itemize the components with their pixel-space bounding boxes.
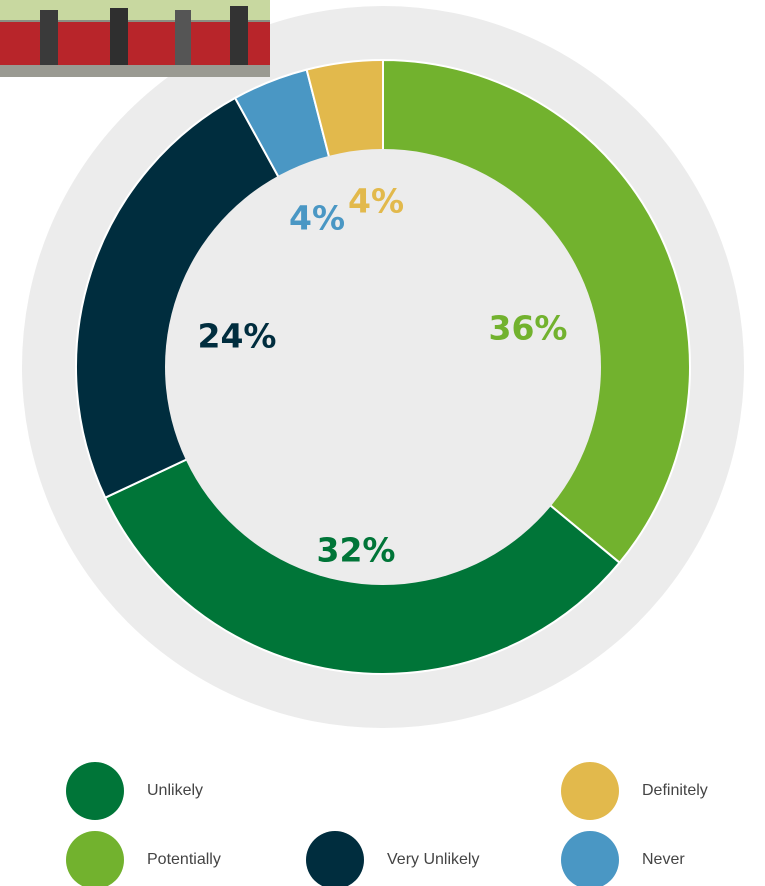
page: 36% 32% 24% 4%4% Potentially Unlikely Very Un… bbox=[0, 0, 765, 886]
legend-label: Potentially bbox=[147, 851, 221, 868]
percentage-label: 36% bbox=[489, 309, 568, 348]
legend-label: Never bbox=[642, 851, 685, 868]
percentage-label: 32% bbox=[317, 531, 396, 570]
photo-thumbnail bbox=[0, 0, 270, 77]
legend-swatch bbox=[561, 831, 619, 886]
legend-label: Unlikely bbox=[147, 782, 203, 799]
legend-label: Definitely bbox=[642, 782, 708, 799]
legend-swatch bbox=[66, 762, 124, 820]
legend-swatch bbox=[561, 762, 619, 820]
percentage-label: 24% bbox=[198, 317, 277, 356]
percentage-label: 4% bbox=[289, 199, 345, 238]
legend-label: Very Unlikely bbox=[387, 851, 479, 868]
percentage-label: 4% bbox=[348, 182, 404, 221]
legend-swatch bbox=[66, 831, 124, 886]
chart: 36% 32% 24% 4%4% Potentially Unlikely Very Un… bbox=[0, 0, 765, 886]
legend-swatch bbox=[306, 831, 364, 886]
